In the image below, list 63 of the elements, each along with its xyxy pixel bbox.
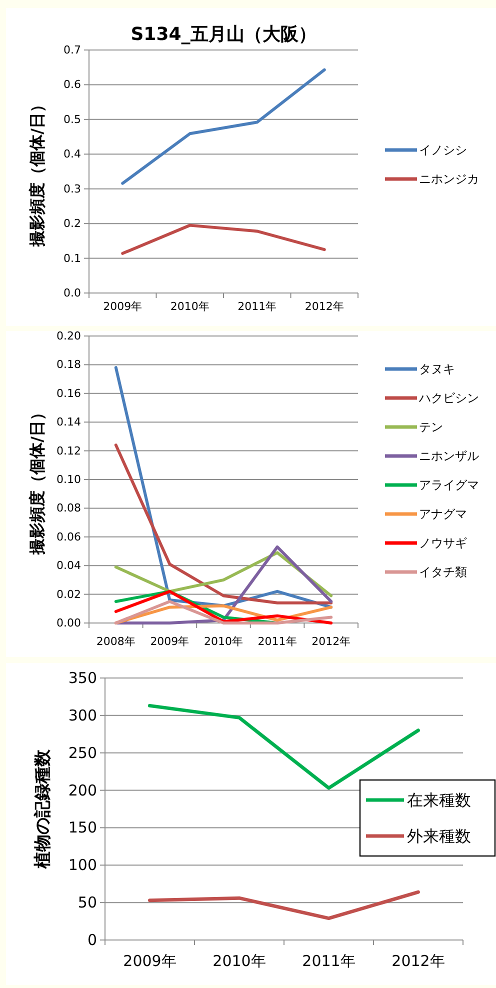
legend-label: アライグマ — [419, 478, 479, 492]
x-tick-label: 2012年 — [304, 300, 344, 313]
legend-label: 外来種数 — [407, 826, 471, 846]
y-tick-label: 350 — [68, 669, 97, 687]
line-series — [114, 545, 333, 624]
legend-label: イタチ類 — [419, 565, 467, 579]
x-tick-label: 2010年 — [204, 635, 243, 648]
y-tick-label: 0.7 — [64, 44, 81, 56]
y-axis-title: 植物の記録種数 — [33, 748, 53, 870]
x-tick-label: 2012年 — [312, 635, 351, 648]
y-tick-label: 0 — [87, 931, 97, 949]
y-tick-label: 0.2 — [64, 217, 81, 230]
chart-title: S134_五月山（大阪） — [130, 24, 316, 45]
y-tick-label: 150 — [68, 818, 97, 837]
x-tick-label: 2010年 — [170, 300, 210, 313]
legend-label: ノウサギ — [419, 536, 467, 550]
y-axis-title: 撮影頻度（個体/日） — [28, 404, 46, 556]
line-series — [114, 590, 333, 624]
y-tick-label: 0.4 — [64, 148, 81, 161]
legend-label: 在来種数 — [407, 790, 471, 810]
y-tick-label: 0.14 — [56, 416, 81, 429]
y-tick-label: 0.5 — [64, 112, 81, 126]
y-tick-label: 100 — [68, 856, 97, 874]
x-tick-label: 2010年 — [212, 952, 266, 970]
x-tick-label: 2011年 — [238, 300, 277, 313]
x-tick-label: 2011年 — [302, 952, 356, 970]
y-tick-label: 300 — [68, 706, 97, 724]
y-tick-label: 0.3 — [64, 182, 81, 196]
legend-label: ニホンジカ — [419, 172, 479, 186]
legend-label: ハクビシン — [418, 391, 479, 405]
y-tick-label: 200 — [68, 781, 97, 800]
y-tick-label: 0.16 — [56, 386, 81, 400]
y-tick-label: 0.6 — [64, 78, 81, 92]
legend-label: テン — [419, 420, 443, 434]
line-series — [114, 444, 333, 604]
y-tick-label: 0.10 — [56, 473, 81, 486]
legend-label: タヌキ — [419, 362, 455, 376]
y-tick-label: 0.04 — [56, 559, 81, 572]
line-series — [121, 224, 326, 255]
y-tick-label: 0.00 — [56, 616, 81, 630]
y-axis-title: 撮影頻度（個体/日） — [28, 96, 46, 248]
x-tick-label: 2008年 — [96, 635, 136, 648]
y-tick-label: 0.02 — [56, 588, 81, 601]
x-tick-label: 2011年 — [258, 635, 297, 648]
y-tick-label: 0.1 — [64, 252, 81, 265]
y-tick-label: 0.06 — [56, 530, 81, 544]
legend-label: イノシシ — [419, 143, 467, 157]
legend-label: アナグマ — [419, 507, 467, 521]
y-tick-label: 0.18 — [56, 358, 81, 372]
legend-label: ニホンザル — [419, 449, 479, 463]
y-tick-label: 0.08 — [56, 502, 81, 515]
x-tick-label: 2009年 — [123, 952, 176, 970]
y-tick-label: 0.20 — [56, 330, 81, 342]
x-tick-label: 2009年 — [150, 635, 190, 648]
y-tick-label: 0.0 — [64, 286, 81, 300]
line-series — [121, 68, 326, 185]
x-tick-label: 2009年 — [103, 300, 142, 313]
x-tick-label: 2012年 — [392, 952, 445, 970]
line-series — [148, 890, 420, 920]
y-tick-label: 50 — [78, 894, 97, 912]
y-tick-label: 250 — [68, 744, 97, 762]
y-tick-label: 0.12 — [56, 444, 81, 458]
line-series — [148, 704, 420, 790]
